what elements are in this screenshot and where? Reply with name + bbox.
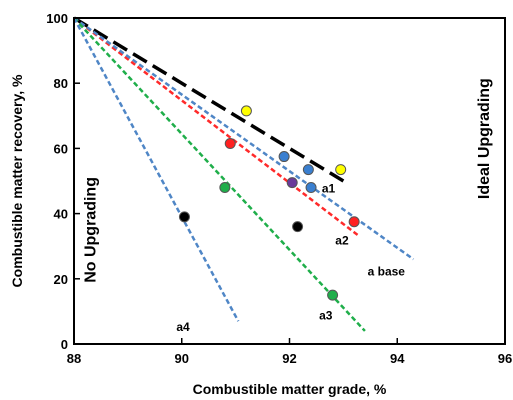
x-tick-label: 94 bbox=[390, 351, 405, 366]
y-tick-label: 20 bbox=[54, 272, 68, 287]
data-point bbox=[327, 289, 339, 301]
y-tick-label: 0 bbox=[61, 337, 68, 352]
data-point bbox=[224, 138, 236, 150]
y-tick-label: 40 bbox=[54, 207, 68, 222]
plot-frame bbox=[73, 17, 506, 345]
trend-line-a4 bbox=[72, 17, 240, 322]
data-point bbox=[219, 182, 231, 194]
ticks: 88 90 92 94 96 0 20 40 60 80 100 bbox=[46, 11, 512, 366]
line-label: a3 bbox=[319, 309, 333, 323]
line-label: a base bbox=[368, 265, 406, 279]
data-point bbox=[240, 105, 252, 117]
trend-line-a3 bbox=[73, 17, 366, 332]
x-tick-label: 92 bbox=[282, 351, 296, 366]
y-tick-label: 100 bbox=[46, 11, 68, 26]
region-label: No Upgrading bbox=[83, 177, 100, 283]
data-point bbox=[348, 216, 360, 228]
y-axis-label: Combustible matter recovery, % bbox=[9, 74, 25, 287]
trend-line-a1 bbox=[73, 16, 345, 183]
line-label: a1 bbox=[322, 181, 336, 195]
y-tick-label: 60 bbox=[54, 141, 68, 156]
data-point bbox=[278, 151, 290, 163]
data-point bbox=[178, 211, 190, 223]
x-axis-label: Combustible matter grade, % bbox=[193, 381, 387, 397]
trend-line-a-base bbox=[73, 16, 415, 261]
data-points bbox=[178, 105, 360, 301]
data-point bbox=[292, 221, 304, 233]
x-tick-label: 88 bbox=[67, 351, 81, 366]
data-point bbox=[305, 182, 317, 194]
data-point bbox=[286, 177, 298, 189]
line-label: a2 bbox=[335, 234, 349, 248]
data-point bbox=[302, 164, 314, 176]
data-point bbox=[335, 164, 347, 176]
annotations: a1 a2 a base a3 a4 No Upgrading Ideal Upgradin… bbox=[83, 78, 493, 334]
x-tick-label: 96 bbox=[498, 351, 512, 366]
line-label: a4 bbox=[176, 320, 190, 334]
trend-line-a2 bbox=[73, 17, 361, 238]
y-tick-label: 80 bbox=[54, 76, 68, 91]
region-label: Ideal Upgrading bbox=[476, 78, 493, 199]
trend-lines bbox=[72, 16, 415, 332]
x-tick-label: 90 bbox=[175, 351, 189, 366]
